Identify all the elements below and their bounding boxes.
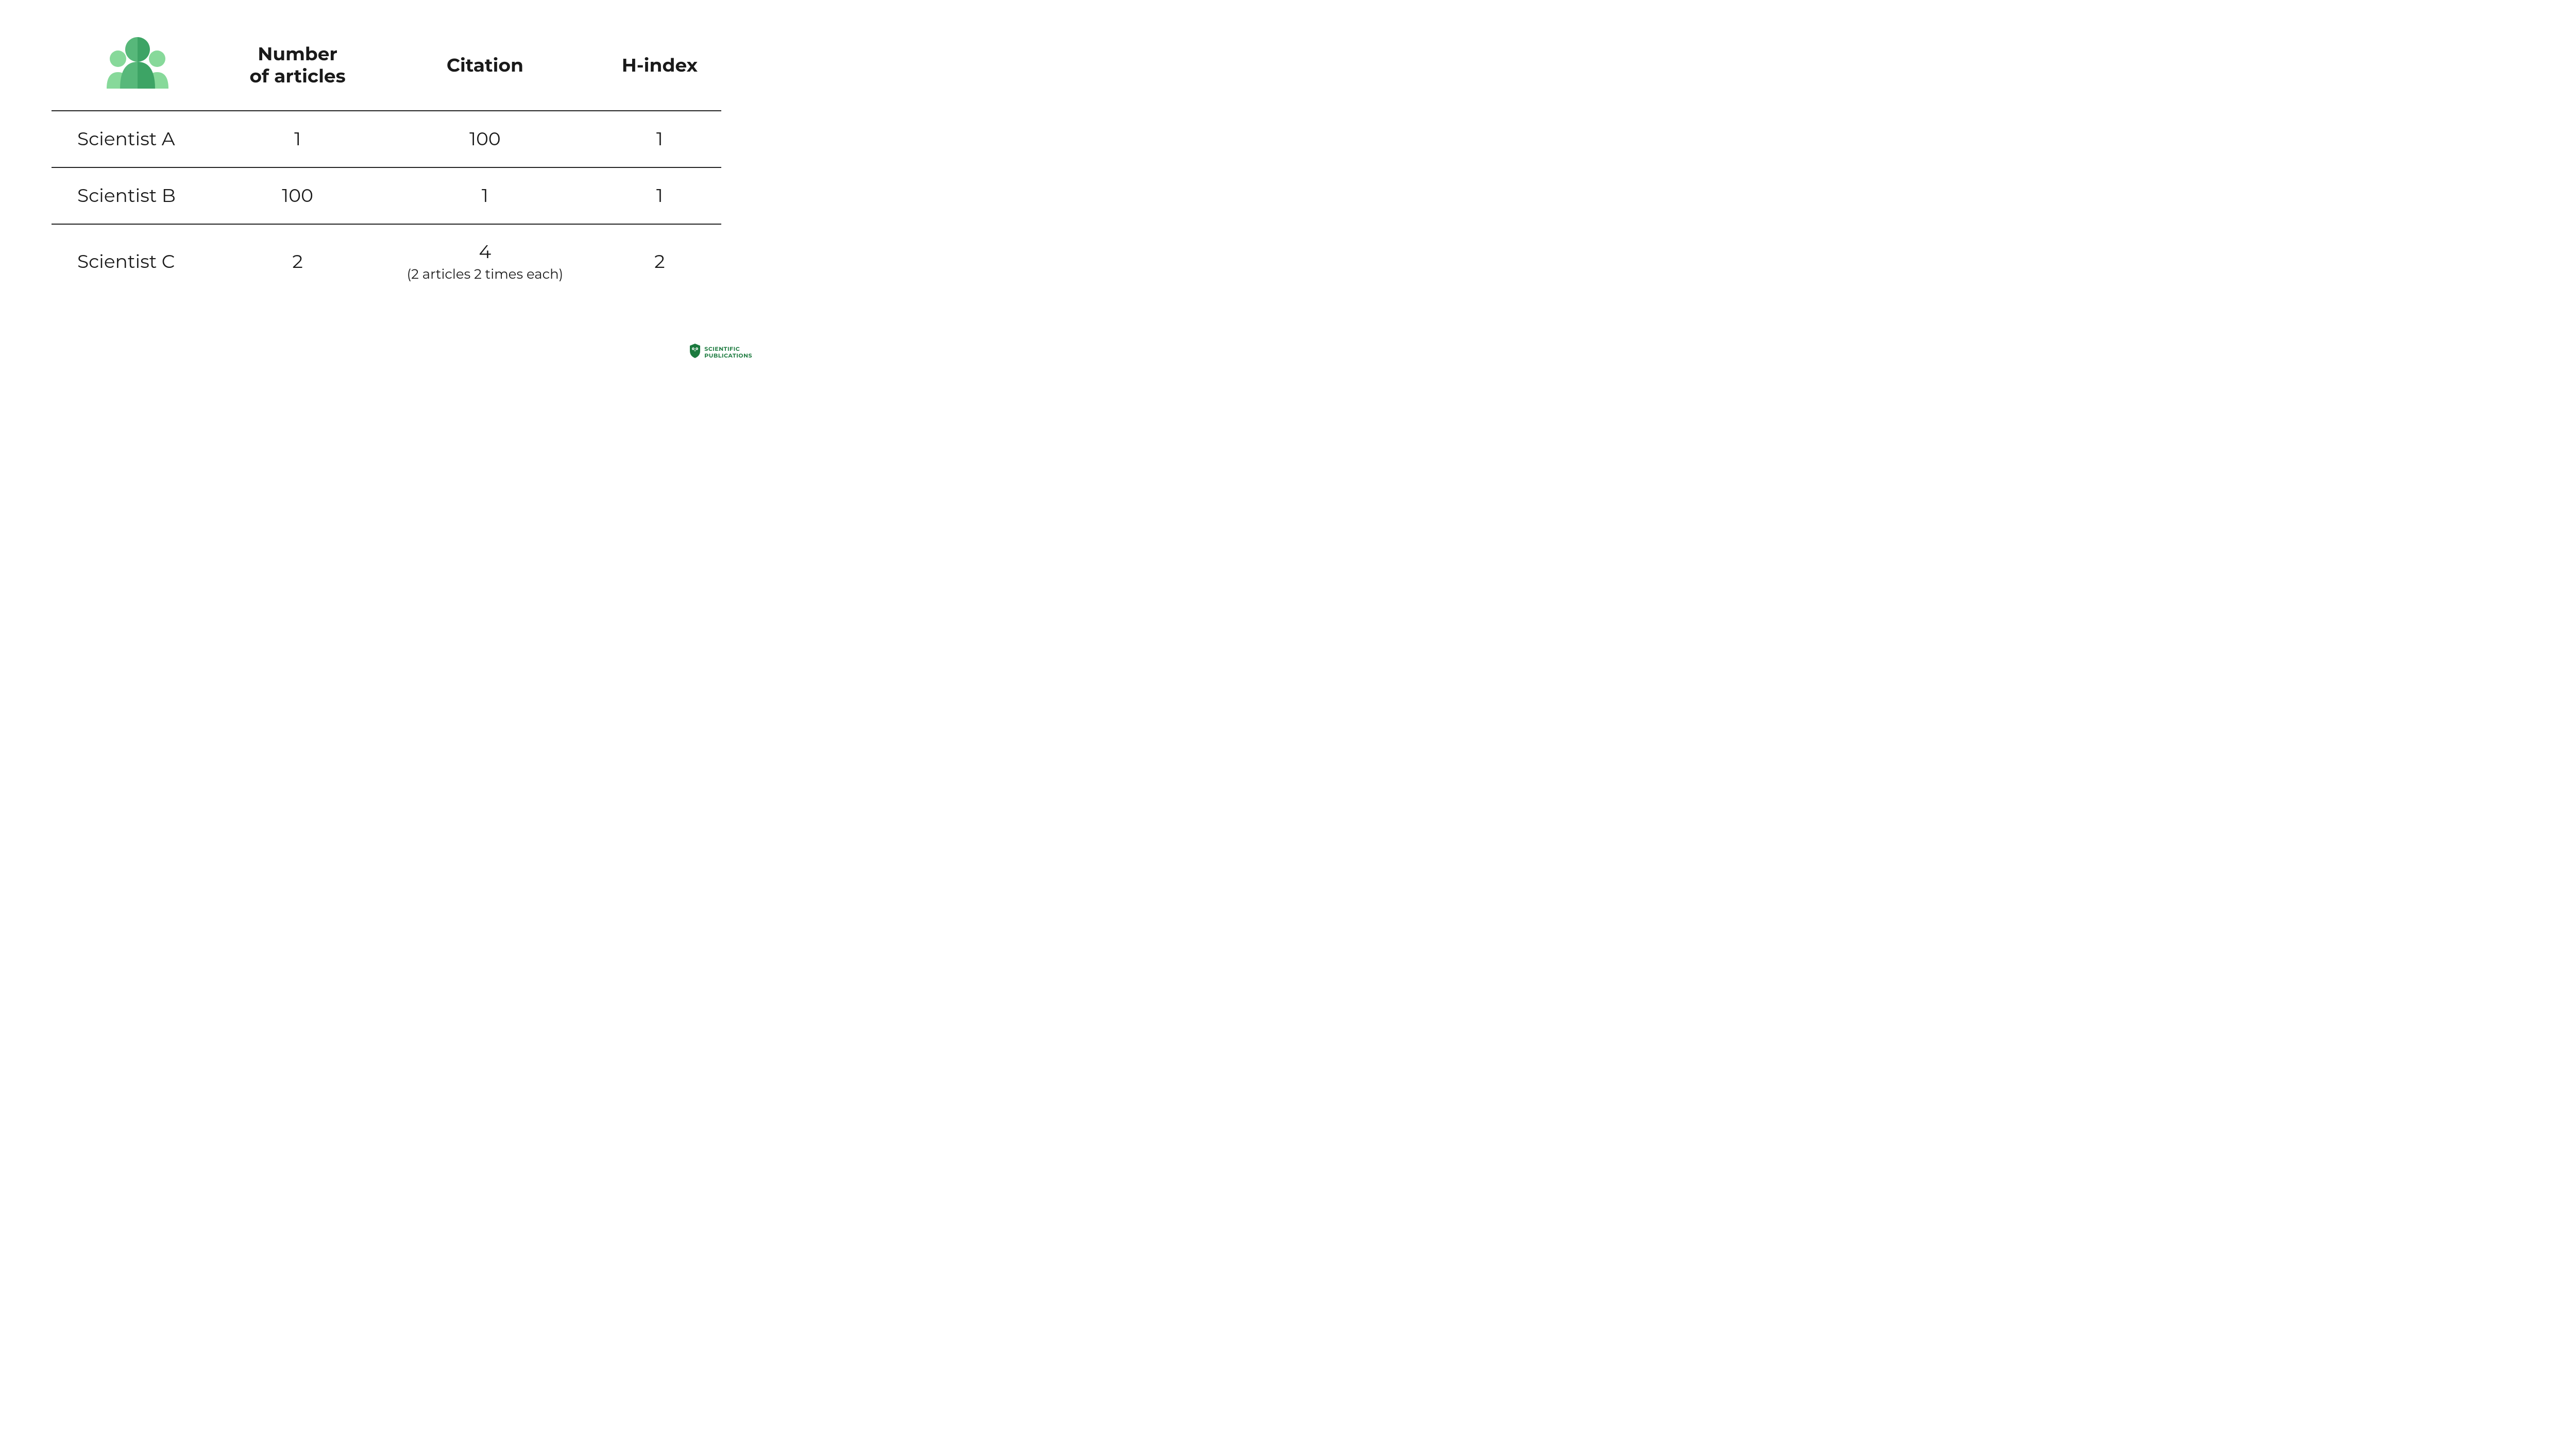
cell-articles: 2: [223, 224, 372, 299]
row-label: Scientist A: [52, 111, 223, 167]
footer-logo-text: SCIENTIFIC PUBLICATIONS: [704, 346, 752, 358]
cell-articles: 1: [223, 111, 372, 167]
people-group-icon: [101, 37, 174, 94]
cell-articles: 100: [223, 167, 372, 224]
row-label: Scientist C: [52, 224, 223, 299]
cell-citation: 4 (2 articles 2 times each): [372, 224, 598, 299]
header-articles: Number of articles: [223, 21, 372, 111]
header-citation: Citation: [372, 21, 598, 111]
cell-citation: 1: [372, 167, 598, 224]
cell-hindex: 1: [598, 111, 721, 167]
row-label: Scientist B: [52, 167, 223, 224]
header-articles-line1: Number: [258, 43, 337, 65]
table-header-row: Number of articles Citation H-index: [52, 21, 721, 111]
table-row: Scientist B 100 1 1: [52, 167, 721, 224]
owl-shield-icon: [689, 344, 701, 361]
citation-value: 4: [479, 241, 492, 263]
cell-citation: 100: [372, 111, 598, 167]
hindex-table: Number of articles Citation H-index Scie…: [52, 21, 721, 299]
header-icon-cell: [52, 21, 223, 111]
cell-hindex: 1: [598, 167, 721, 224]
table-row: Scientist C 2 4 (2 articles 2 times each…: [52, 224, 721, 299]
citation-note: (2 articles 2 times each): [382, 266, 588, 282]
table-row: Scientist A 1 100 1: [52, 111, 721, 167]
cell-hindex: 2: [598, 224, 721, 299]
header-hindex: H-index: [598, 21, 721, 111]
header-articles-line2: of articles: [249, 65, 345, 88]
logo-line2: PUBLICATIONS: [704, 352, 752, 359]
footer-logo: SCIENTIFIC PUBLICATIONS: [689, 344, 752, 361]
